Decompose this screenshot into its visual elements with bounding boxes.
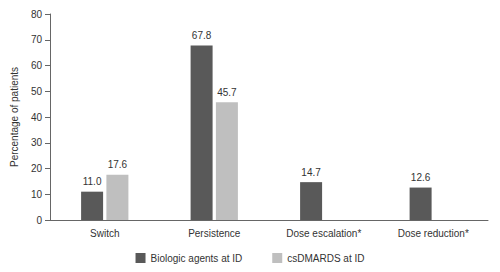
svg-text:70: 70 <box>31 34 43 45</box>
svg-text:Dose reduction*: Dose reduction* <box>398 228 469 239</box>
svg-text:11.0: 11.0 <box>83 176 102 187</box>
svg-text:80: 80 <box>31 9 43 20</box>
svg-text:Persistence: Persistence <box>188 228 241 239</box>
svg-text:12.6: 12.6 <box>411 172 431 183</box>
svg-text:45.7: 45.7 <box>217 87 237 98</box>
svg-text:14.7: 14.7 <box>301 167 321 178</box>
svg-text:Dose escalation*: Dose escalation* <box>286 228 361 239</box>
svg-text:Switch: Switch <box>90 228 119 239</box>
svg-text:40: 40 <box>31 112 43 123</box>
svg-text:50: 50 <box>31 86 43 97</box>
svg-text:10: 10 <box>31 189 43 200</box>
svg-text:20: 20 <box>31 163 43 174</box>
svg-text:Biologic agents at ID: Biologic agents at ID <box>151 253 243 264</box>
svg-text:csDMARDS at ID: csDMARDS at ID <box>287 253 364 264</box>
svg-text:0: 0 <box>36 215 42 226</box>
svg-text:67.8: 67.8 <box>192 30 212 41</box>
svg-text:60: 60 <box>31 60 43 71</box>
svg-text:30: 30 <box>31 137 43 148</box>
svg-text:Percentage of patients: Percentage of patients <box>9 67 20 167</box>
svg-text:17.6: 17.6 <box>108 159 128 170</box>
